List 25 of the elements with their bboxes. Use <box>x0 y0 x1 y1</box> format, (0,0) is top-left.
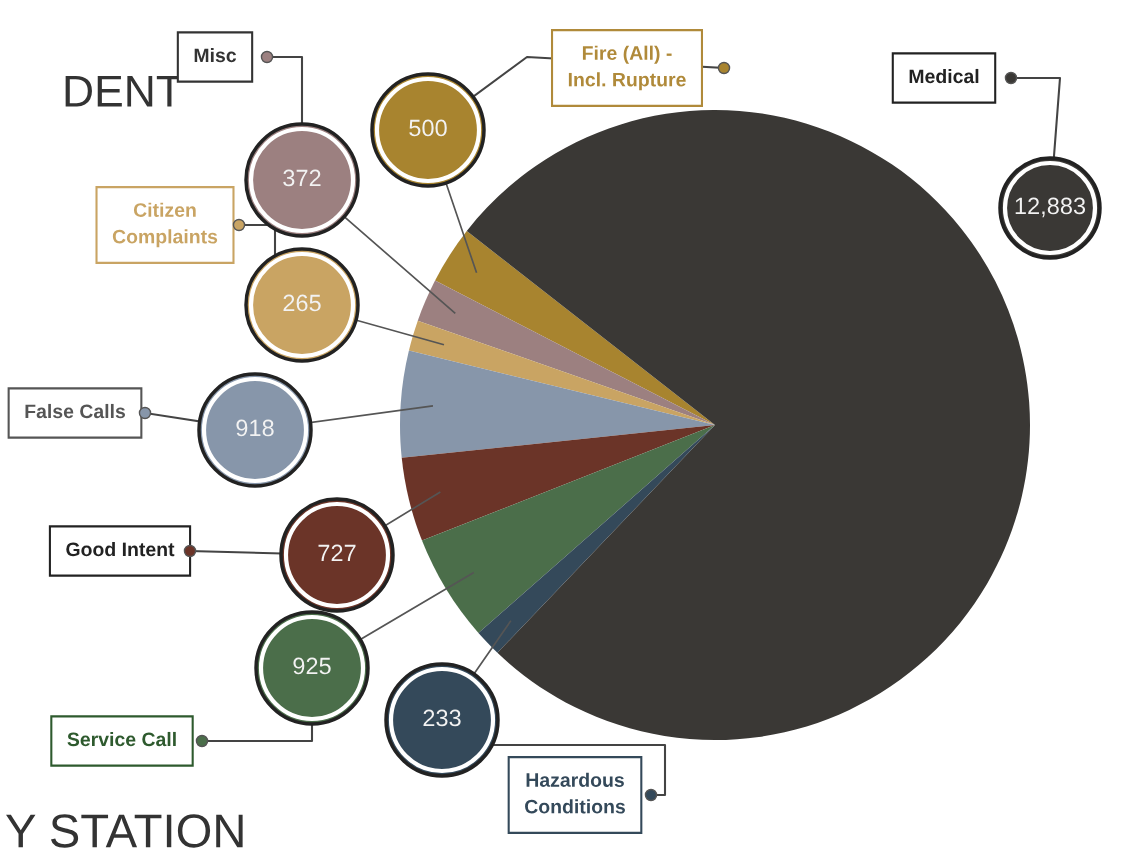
legend-label: Hazardous Conditions <box>525 772 625 814</box>
text: DENT <box>65 75 182 107</box>
data-label: 265 <box>283 294 321 312</box>
legend-label: Fire (All) - Incl. Rupture <box>568 45 686 91</box>
pie-slice <box>400 350 715 458</box>
text: Y STATION <box>6 814 243 848</box>
pie-slice <box>417 280 715 425</box>
pie-slice <box>435 231 715 425</box>
data-label: 727 <box>318 544 356 562</box>
pie-slice <box>421 425 715 634</box>
data-label: 233 <box>423 709 461 727</box>
data-label: 918 <box>236 419 274 437</box>
data-label: 12,883 <box>1015 197 1086 218</box>
data-label: 372 <box>283 169 321 187</box>
legend-label: Service Call <box>67 731 176 747</box>
data-label: 925 <box>293 657 331 675</box>
pie-slice <box>408 320 715 425</box>
legend-label: False Calls <box>25 403 126 419</box>
legend-label: Misc <box>194 47 237 63</box>
legend-label: Medical <box>909 68 979 84</box>
pie-slice <box>401 425 715 541</box>
data-label: 500 <box>409 119 447 137</box>
pie-slice <box>478 425 715 653</box>
legend-label: Good Intent <box>66 541 175 557</box>
legend-label: Citizen Complaints <box>112 202 218 248</box>
